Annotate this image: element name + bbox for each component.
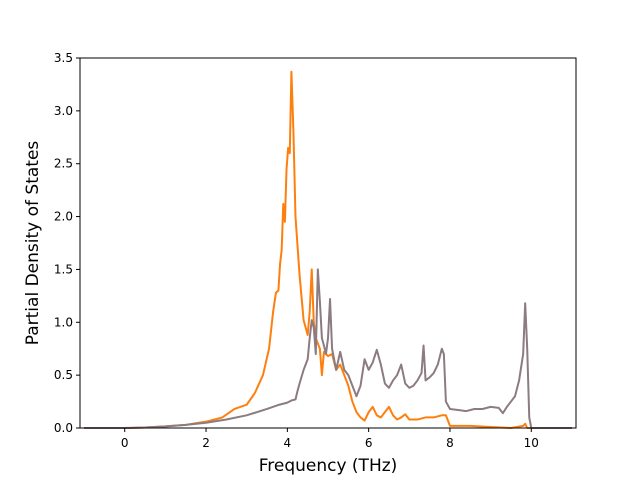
x-tick-label: 6 [365, 436, 373, 450]
y-tick-label: 0.0 [54, 421, 73, 435]
y-tick-label: 0.5 [54, 368, 73, 382]
x-tick-label: 2 [202, 436, 210, 450]
x-tick-label: 4 [284, 436, 292, 450]
y-tick-label: 2.0 [54, 210, 73, 224]
series-line-1 [84, 70, 572, 429]
plot-frame [79, 57, 577, 429]
series-layer [84, 70, 572, 429]
y-axis-ticks: 0.0 0.5 1.0 1.5 2.0 2.5 3.0 3.5 [54, 51, 80, 435]
y-tick-label: 1.0 [54, 315, 73, 329]
series-line-2 [84, 268, 572, 429]
x-tick-label: 10 [524, 436, 539, 450]
x-axis-ticks: 0 2 4 6 8 10 [121, 428, 539, 450]
x-tick-label: 0 [121, 436, 129, 450]
y-tick-label: 3.5 [54, 51, 73, 65]
y-tick-label: 2.5 [54, 157, 73, 171]
y-tick-label: 1.5 [54, 262, 73, 276]
y-axis-label: Partial Density of States [23, 141, 43, 346]
x-axis-label: Frequency (THz) [259, 456, 398, 476]
x-tick-label: 8 [446, 436, 454, 450]
y-tick-label: 3.0 [54, 104, 73, 118]
